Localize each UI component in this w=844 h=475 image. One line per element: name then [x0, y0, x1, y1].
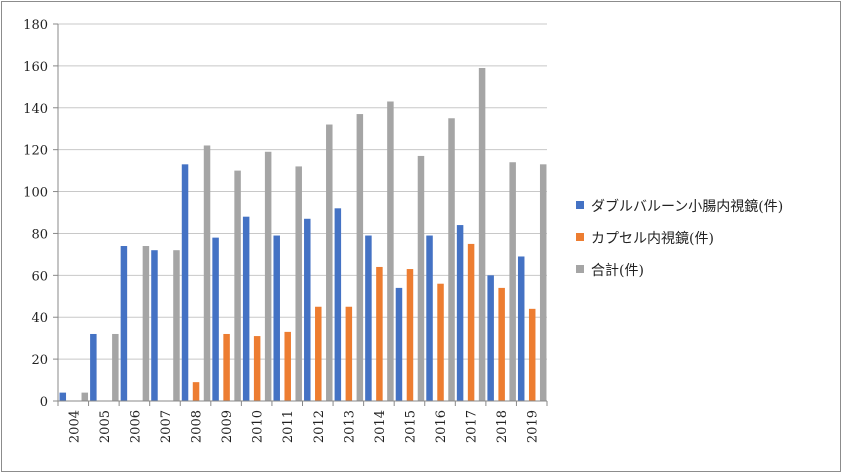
bar-2004-series-3 [81, 392, 89, 401]
y-tick-label: 40 [31, 311, 48, 326]
bar-2019-series-1 [517, 256, 525, 401]
x-tick-label: 2016 [434, 410, 449, 443]
x-tick-label: 2007 [159, 410, 174, 443]
bar-2015-series-1 [395, 287, 403, 401]
y-tick-label: 140 [23, 102, 48, 117]
legend-swatch-2 [576, 233, 584, 241]
bar-2009-series-2 [223, 333, 230, 401]
bar-2011-series-2 [284, 331, 291, 401]
x-tick-label: 2005 [98, 410, 113, 443]
x-tick-label: 2006 [128, 410, 143, 443]
x-tick-label: 2014 [373, 410, 388, 443]
bar-2010-series-2 [253, 336, 261, 401]
y-tick-label: 180 [23, 18, 48, 33]
y-axis-ticks: 0 20 40 60 80 100 120 140 160 180 [23, 18, 58, 410]
bar-2015-series-3 [417, 155, 425, 401]
bar-2013-series-1 [334, 208, 342, 401]
y-tick-label: 80 [31, 227, 48, 242]
legend-swatch-3 [576, 265, 584, 273]
bar-2007-series-1 [151, 250, 158, 401]
bar-2010-series-1 [242, 216, 250, 401]
bar-2014-series-3 [387, 101, 394, 401]
bar-2017-series-2 [467, 243, 475, 401]
bar-2012-series-3 [326, 124, 333, 402]
x-tick-label: 2004 [67, 410, 82, 443]
legend-label-3: 合計(件) [591, 263, 644, 279]
bar-2017-series-1 [456, 225, 464, 401]
x-tick-label: 2009 [220, 410, 235, 443]
bar-2012-series-1 [304, 218, 311, 401]
bar-2009-series-3 [234, 170, 241, 401]
bar-2005-series-3 [112, 333, 119, 401]
bar-2019-series-3 [539, 164, 547, 401]
x-tick-label: 2012 [312, 410, 327, 443]
legend-swatch-1 [576, 201, 584, 209]
x-axis-ticks: 2004 2005 2006 2007 2008 2009 2010 2011 2012 2013… [57, 401, 548, 443]
bar-2015-series-2 [406, 269, 414, 401]
y-tick-label: 20 [31, 353, 48, 368]
bar-2004-series-1 [59, 392, 67, 401]
bar-2016-series-2 [437, 283, 444, 401]
y-tick-label: 120 [23, 144, 48, 159]
bar-2014-series-2 [376, 266, 383, 401]
legend: ダブルバルーン小腸内視鏡(件) カプセル内視鏡(件) 合計(件) [576, 198, 783, 279]
bar-2010-series-3 [264, 151, 272, 401]
x-tick-label: 2013 [342, 410, 357, 443]
x-tick-label: 2019 [526, 410, 541, 443]
bar-2013-series-3 [356, 114, 364, 402]
bar-2007-series-3 [173, 250, 180, 401]
bar-2006-series-3 [142, 246, 150, 401]
bar-2011-series-1 [273, 235, 280, 401]
bar-2016-series-1 [426, 235, 433, 401]
legend-label-1: ダブルバルーン小腸内視鏡(件) [591, 198, 783, 215]
bar-2008-series-1 [181, 164, 189, 401]
bar-2011-series-3 [295, 166, 302, 401]
x-tick-label: 2018 [495, 410, 510, 443]
x-tick-label: 2017 [465, 410, 480, 443]
bar-2008-series-2 [192, 382, 200, 401]
y-tick-label: 0 [40, 395, 48, 410]
bar-2018-series-2 [498, 287, 505, 401]
bar-2014-series-1 [365, 235, 372, 401]
bars [59, 67, 547, 402]
legend-label-2: カプセル内視鏡(件) [591, 231, 714, 247]
bar-2005-series-1 [90, 333, 97, 401]
bar-2008-series-3 [203, 145, 211, 401]
y-tick-label: 100 [23, 186, 48, 201]
y-tick-label: 60 [31, 269, 48, 284]
bar-2018-series-1 [487, 275, 494, 401]
x-tick-label: 2011 [281, 410, 296, 443]
x-tick-label: 2015 [403, 410, 418, 443]
bar-2013-series-2 [345, 306, 353, 401]
x-tick-label: 2008 [190, 410, 205, 443]
bar-2009-series-1 [212, 237, 219, 401]
bar-2018-series-3 [509, 162, 516, 401]
bar-2006-series-1 [120, 246, 128, 401]
bar-2019-series-2 [528, 308, 536, 401]
x-tick-label: 2010 [251, 410, 266, 443]
y-tick-label: 160 [23, 60, 48, 75]
bar-2016-series-3 [448, 118, 455, 401]
bar-2012-series-2 [315, 306, 322, 401]
gridlines [58, 23, 547, 360]
bar-2017-series-3 [478, 67, 486, 401]
